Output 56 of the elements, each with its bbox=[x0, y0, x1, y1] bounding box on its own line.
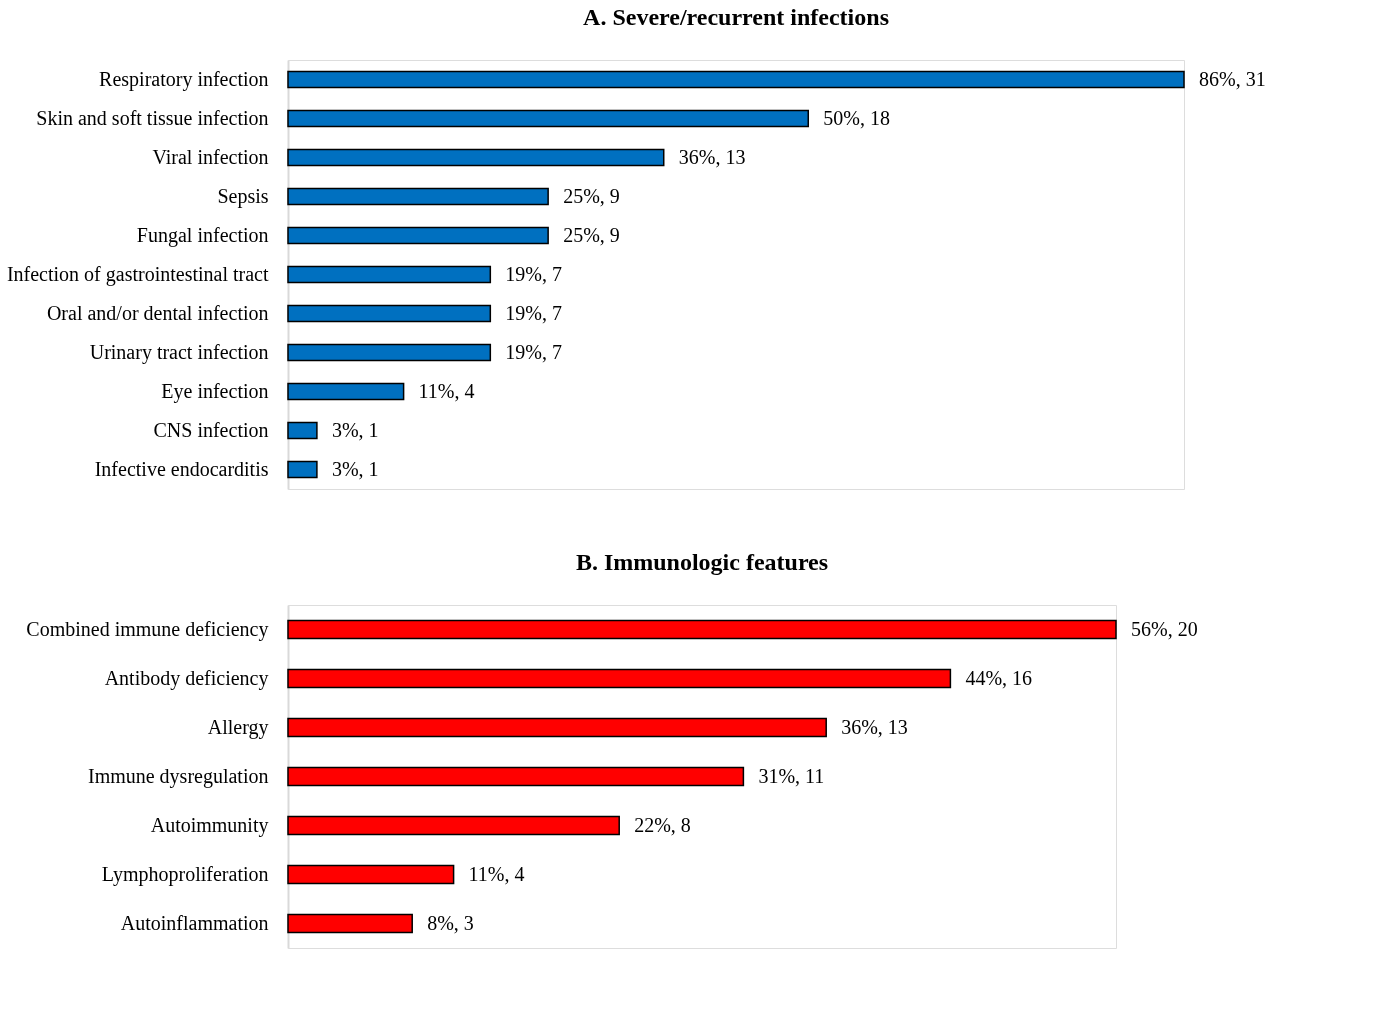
data-label: 11%, 4 bbox=[468, 862, 525, 885]
data-label: 11%, 4 bbox=[418, 379, 475, 402]
y-tick-label: Eye infection bbox=[161, 379, 269, 403]
y-tick-label: Infection of gastrointestinal tract bbox=[6, 262, 269, 286]
y-tick-label: Allergy bbox=[207, 715, 269, 739]
bar bbox=[287, 109, 810, 128]
y-tick-label: Oral and/or dental infection bbox=[46, 301, 269, 324]
y-tick-label: Fungal infection bbox=[136, 223, 269, 247]
bar bbox=[287, 815, 620, 836]
bar bbox=[287, 382, 405, 401]
data-label: 8%, 3 bbox=[427, 911, 474, 934]
data-label: 3%, 1 bbox=[331, 418, 379, 441]
data-label: 36%, 13 bbox=[841, 715, 908, 738]
bar bbox=[287, 913, 413, 934]
data-label: 19%, 7 bbox=[505, 340, 562, 363]
chart-title: B. Immunologic features bbox=[575, 549, 829, 575]
y-tick-label: Viral infection bbox=[152, 145, 269, 168]
y-tick-label: CNS infection bbox=[153, 418, 269, 441]
data-label: 3%, 1 bbox=[331, 457, 379, 480]
data-label: 86%, 31 bbox=[1199, 67, 1266, 90]
y-tick-label: Skin and soft tissue infection bbox=[36, 106, 269, 129]
y-tick-label: Urinary tract infection bbox=[89, 340, 269, 364]
bar bbox=[287, 421, 318, 440]
bar bbox=[287, 70, 1185, 89]
data-label: 19%, 7 bbox=[505, 262, 562, 285]
data-label: 50%, 18 bbox=[823, 106, 890, 129]
y-tick-label: Combined immune deficiency bbox=[26, 617, 269, 641]
data-label: 22%, 8 bbox=[634, 813, 691, 836]
bar bbox=[287, 864, 455, 885]
bar bbox=[287, 717, 827, 738]
data-label: 31%, 11 bbox=[758, 764, 825, 787]
bar bbox=[287, 343, 492, 362]
bar bbox=[287, 226, 549, 245]
y-tick-label: Lymphoproliferation bbox=[101, 862, 269, 886]
y-tick-label: Autoinflammation bbox=[120, 911, 269, 934]
y-tick-label: Sepsis bbox=[217, 184, 269, 208]
bar bbox=[287, 265, 492, 284]
bar bbox=[287, 148, 665, 167]
bar bbox=[287, 668, 952, 689]
y-tick-label: Immune dysregulation bbox=[87, 764, 269, 788]
data-label: 44%, 16 bbox=[965, 666, 1033, 689]
y-tick-label: Antibody deficiency bbox=[104, 666, 269, 690]
chart-title: A. Severe/recurrent infections bbox=[583, 4, 889, 30]
y-tick-label: Infective endocarditis bbox=[94, 457, 269, 480]
y-tick-label: Respiratory infection bbox=[99, 67, 269, 91]
bar bbox=[287, 619, 1117, 640]
data-label: 25%, 9 bbox=[563, 184, 620, 207]
bar bbox=[287, 304, 492, 323]
y-tick-label: Autoimmunity bbox=[150, 813, 269, 837]
bar bbox=[287, 766, 745, 787]
bar bbox=[287, 460, 318, 479]
bar bbox=[287, 187, 549, 206]
data-label: 36%, 13 bbox=[678, 145, 746, 168]
data-label: 19%, 7 bbox=[505, 301, 562, 324]
data-label: 25%, 9 bbox=[563, 223, 620, 246]
data-label: 56%, 20 bbox=[1131, 617, 1198, 640]
